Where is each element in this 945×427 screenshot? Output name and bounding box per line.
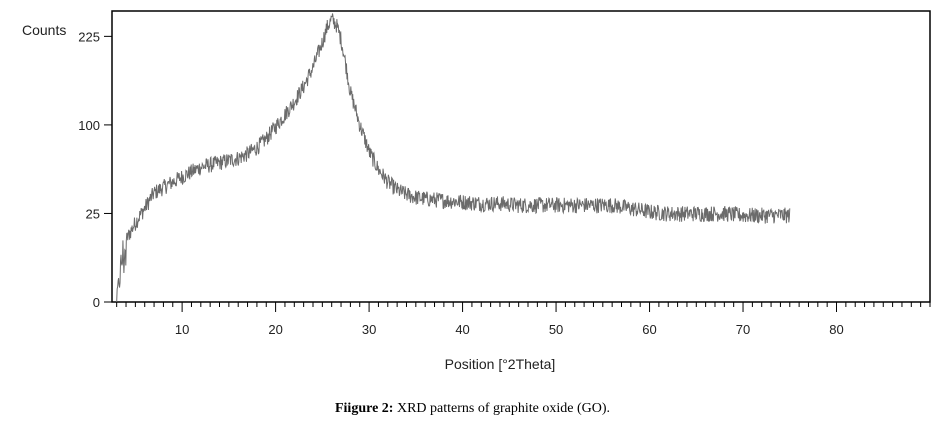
y-tick-label: 225 (78, 29, 100, 44)
labels-layer: 10 20 30 40 50 60 70 80 0 25 100 225 (78, 29, 843, 337)
ticks-layer (104, 35, 931, 312)
x-tick-label: 60 (642, 322, 656, 337)
xrd-chart: 10 20 30 40 50 60 70 80 0 25 100 225 Counts Positio… (22, 10, 931, 372)
x-tick-label: 70 (736, 322, 750, 337)
caption-text: XRD patterns of graphite oxide (GO). (393, 401, 611, 416)
x-tick-label: 80 (829, 322, 843, 337)
x-tick-label: 10 (175, 322, 189, 337)
y-tick-label: 0 (93, 295, 100, 310)
y-axis-title: Counts (22, 22, 66, 38)
data-line (116, 13, 791, 303)
plot-area (111, 10, 931, 303)
y-tick-label: 25 (86, 206, 100, 221)
figure-caption: Fiigure 2: XRD patterns of graphite oxid… (0, 401, 945, 417)
x-tick-label: 40 (455, 322, 469, 337)
caption-label: Fiigure 2: (334, 401, 394, 416)
x-tick-label: 20 (268, 322, 282, 337)
y-tick-label: 100 (78, 118, 100, 133)
x-tick-label: 50 (549, 322, 563, 337)
x-axis-title: Position [°2Theta] (445, 356, 556, 372)
x-tick-label: 30 (362, 322, 376, 337)
